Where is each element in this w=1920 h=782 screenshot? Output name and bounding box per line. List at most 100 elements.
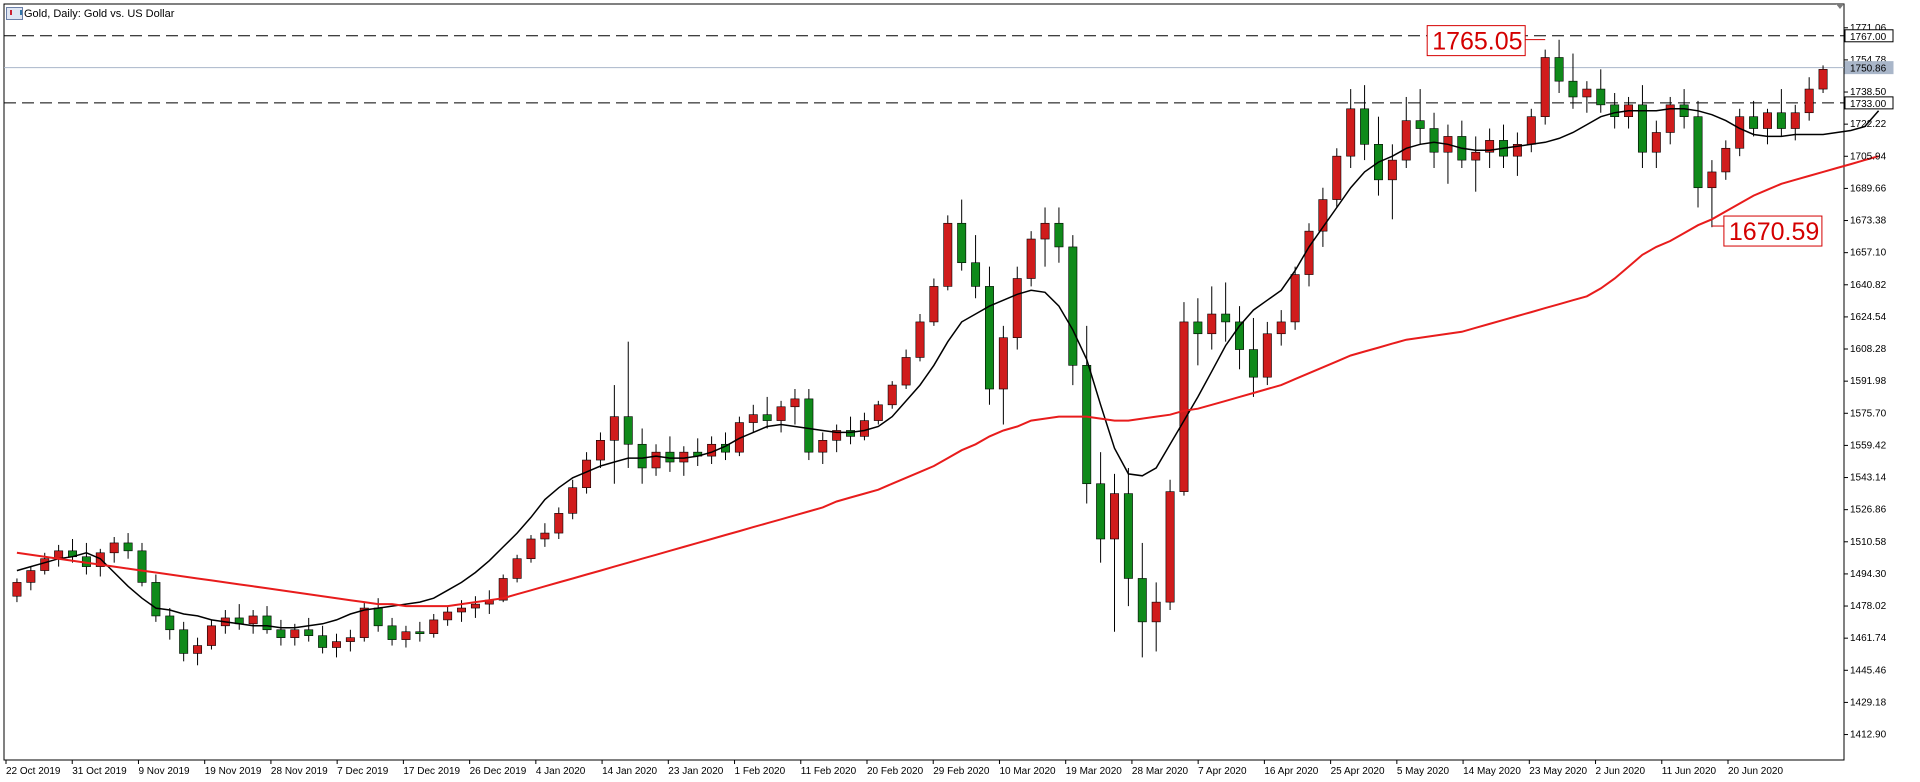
candle-body	[262, 615, 272, 631]
level-price-box	[1844, 61, 1894, 75]
candle	[1054, 207, 1064, 263]
candle	[1415, 89, 1425, 145]
sma_slow-line	[16, 155, 1879, 608]
candle-body	[1221, 313, 1231, 323]
candle	[1082, 325, 1092, 504]
candle	[109, 537, 119, 563]
candle	[429, 613, 439, 638]
candle	[1512, 132, 1522, 176]
candle	[123, 533, 133, 559]
candle	[1248, 317, 1258, 397]
x-tick-label: 14 Jan 2020	[602, 766, 657, 777]
candle	[1040, 207, 1050, 267]
x-tick-label: 11 Jun 2020	[1662, 766, 1717, 777]
candle-body	[1790, 112, 1800, 129]
candle	[734, 416, 744, 457]
candle	[1485, 128, 1495, 168]
price-callouts: 1765.05 1670.59	[1426, 25, 1823, 247]
candle-body	[1707, 171, 1717, 189]
callout-label: 1765.05	[1432, 28, 1522, 56]
candle-body	[1804, 88, 1814, 114]
candle	[262, 606, 272, 634]
candle	[1151, 582, 1161, 652]
candle-body	[1179, 321, 1189, 492]
candle	[776, 400, 786, 433]
candle	[179, 621, 189, 662]
candle	[1193, 298, 1203, 366]
candle	[790, 389, 800, 425]
candle	[1624, 96, 1634, 129]
x-tick-label: 11 Feb 2020	[801, 766, 857, 777]
candle	[1012, 266, 1022, 350]
candle	[859, 412, 869, 441]
candle-body	[1068, 246, 1078, 366]
x-tick-label: 28 Mar 2020	[1132, 766, 1189, 777]
candle	[873, 400, 883, 425]
candle-body	[415, 631, 425, 635]
candle	[512, 554, 522, 583]
candle	[1290, 266, 1300, 330]
candle-body	[1610, 104, 1620, 117]
candle	[1499, 124, 1508, 168]
candle-body	[318, 635, 328, 648]
candle	[151, 574, 161, 622]
y-tick-label: 1738.50	[1850, 87, 1887, 98]
candle-body	[443, 611, 453, 621]
price-axis[interactable]: 1771.06 1754.78 1738.50 1722.22 1705.94 1689.…	[1844, 23, 1894, 741]
candle-body	[1235, 321, 1245, 350]
candle	[804, 389, 814, 461]
candle-body	[1290, 274, 1300, 323]
candle-body	[1262, 333, 1272, 378]
candle	[984, 266, 994, 405]
candle-body	[1512, 144, 1522, 157]
candle-body	[1318, 199, 1328, 232]
candle	[1123, 467, 1133, 607]
candle	[12, 578, 22, 603]
candle	[1068, 235, 1078, 386]
candle-body	[1665, 104, 1675, 133]
level-price-box	[1844, 29, 1894, 43]
x-tick-label: 19 Nov 2019	[205, 766, 262, 777]
candle	[1429, 112, 1439, 168]
level-price-box	[1844, 96, 1894, 110]
candle-body	[1165, 491, 1175, 603]
candle-body	[1401, 120, 1411, 161]
y-tick-label: 1673.38	[1850, 216, 1887, 227]
candle-body	[123, 542, 133, 552]
candles[interactable]	[12, 39, 1828, 666]
candle	[1304, 223, 1314, 287]
candle-body	[345, 637, 355, 642]
candle-body	[957, 222, 967, 264]
candle-body	[1763, 112, 1772, 129]
x-tick-label: 25 Apr 2020	[1331, 766, 1385, 777]
y-tick-label: 1526.86	[1850, 505, 1887, 516]
x-tick-label: 7 Apr 2020	[1198, 766, 1247, 777]
candle	[1471, 136, 1481, 192]
y-tick-label: 1771.06	[1850, 23, 1887, 34]
candle-body	[790, 398, 800, 408]
candle-body	[1749, 116, 1759, 129]
candle	[1540, 49, 1550, 125]
time-axis[interactable]: 22 Oct 2019 31 Oct 2019 9 Nov 2019 19 Nov 2…	[5, 760, 1783, 777]
candle	[1457, 120, 1467, 168]
sma_fast-line	[16, 108, 1880, 629]
x-tick-label: 28 Nov 2019	[271, 766, 328, 777]
candle	[1401, 96, 1411, 168]
y-tick-label: 1429.18	[1850, 697, 1887, 708]
level-price-label: 1767.00	[1850, 32, 1887, 43]
candle-body	[1693, 116, 1703, 189]
y-tick-label: 1640.82	[1850, 280, 1887, 291]
candle-body	[429, 619, 439, 635]
candle	[1721, 140, 1731, 180]
candle	[1665, 96, 1675, 145]
candle	[846, 416, 856, 445]
x-tick-label: 9 Nov 2019	[138, 766, 190, 777]
candle-body	[818, 440, 828, 453]
candle	[1568, 53, 1578, 109]
y-tick-label: 1689.66	[1850, 183, 1887, 194]
candle	[1637, 85, 1647, 168]
callout-box	[1426, 25, 1526, 57]
candle-body	[1123, 493, 1133, 579]
y-tick-label: 1608.28	[1850, 344, 1887, 355]
